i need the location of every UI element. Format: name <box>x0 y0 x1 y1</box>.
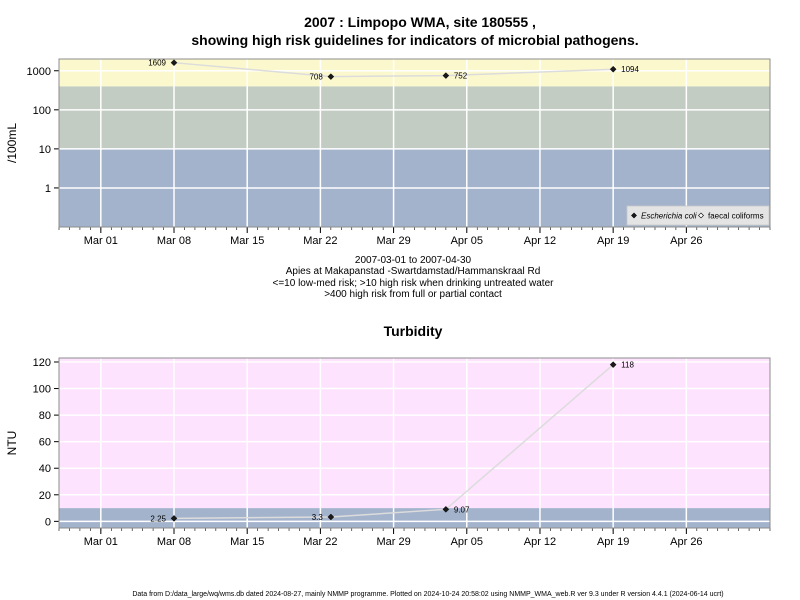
subtitle-line-2: Apies at Makapanstad -Swartdamstad/Hamma… <box>286 266 541 277</box>
y-tick-label: 0 <box>45 516 51 528</box>
x-tick-label: Apr 26 <box>670 536 702 548</box>
risk-band-1 <box>59 86 770 149</box>
data-label: 708 <box>309 73 323 82</box>
x-tick-label: Apr 26 <box>670 235 702 247</box>
risk-band-0 <box>59 508 770 528</box>
x-tick-label: Mar 22 <box>303 536 337 548</box>
plot-frame <box>58 58 771 228</box>
x-tick-label: Apr 05 <box>451 235 483 247</box>
subtitle-line-1: 2007-03-01 to 2007-04-30 <box>355 255 472 266</box>
turbidity-title: Turbidity <box>384 323 443 339</box>
data-point <box>327 73 335 80</box>
data-label: 1094 <box>621 65 639 74</box>
x-tick-label: Mar 01 <box>84 235 118 247</box>
x-tick-label: Apr 19 <box>597 235 629 247</box>
legend-marker <box>698 212 704 219</box>
subtitle-line-4: >400 high risk from full or partial cont… <box>324 289 502 300</box>
x-tick-label: Mar 08 <box>157 235 191 247</box>
x-tick-label: Mar 15 <box>230 235 264 247</box>
legend-label: faecal coliforms <box>708 212 764 221</box>
y-tick-label: 80 <box>39 410 51 422</box>
data-label: 2.25 <box>150 514 166 523</box>
data-label: 3.3 <box>312 513 324 522</box>
x-tick-label: Mar 29 <box>376 235 410 247</box>
data-label: 9.07 <box>454 505 470 514</box>
ecoli-panel: Mar 01 Mar 08 Mar 15 Mar 22 Mar 29 Apr 05 Apr … <box>5 58 771 247</box>
chart-title-line-2: showing high risk guidelines for indicat… <box>191 32 638 48</box>
series-line <box>174 364 614 520</box>
data-label: 1609 <box>148 59 166 68</box>
y-tick-label: 100 <box>33 384 51 396</box>
data-point <box>609 361 617 368</box>
y-tick-label: 60 <box>39 437 51 449</box>
risk-band-1 <box>59 358 770 509</box>
x-tick-label: Mar 22 <box>303 235 337 247</box>
y-axis-label: /100mL <box>5 123 19 163</box>
x-tick-label: Apr 12 <box>524 235 556 247</box>
data-point <box>442 505 450 513</box>
data-point <box>327 513 335 521</box>
legend-box <box>626 205 770 226</box>
chart-title-line-1: 2007 : Limpopo WMA, site 180555 , <box>304 14 536 30</box>
y-tick-label: 40 <box>39 463 51 475</box>
x-tick-label: Mar 29 <box>376 536 410 548</box>
turbidity-panel: Mar 01 Mar 08 Mar 15 Mar 22 Mar 29 Apr 05 Apr … <box>5 357 771 548</box>
footer-note: Data from D:/data_large/wq/wms.db dated … <box>132 591 723 598</box>
data-point <box>442 72 450 79</box>
x-tick-label: Mar 01 <box>84 536 118 548</box>
data-label: 752 <box>454 72 468 81</box>
y-tick-label: 1000 <box>27 66 51 78</box>
y-tick-label: 120 <box>33 357 51 369</box>
y-tick-label: 100 <box>33 105 51 117</box>
y-tick-label: 1 <box>45 183 51 195</box>
x-tick-label: Apr 19 <box>597 536 629 548</box>
y-tick-label: 10 <box>39 144 51 156</box>
data-point <box>170 59 178 67</box>
x-tick-label: Apr 05 <box>451 536 483 548</box>
plot-frame <box>58 357 771 529</box>
data-label: 118 <box>621 361 634 370</box>
data-point <box>170 515 178 522</box>
x-tick-label: Mar 08 <box>157 536 191 548</box>
y-tick-label: 20 <box>39 490 51 502</box>
data-point <box>609 65 617 73</box>
x-tick-label: Apr 12 <box>524 536 556 548</box>
legend-marker <box>631 212 637 219</box>
x-tick-label: Mar 15 <box>230 536 264 548</box>
y-axis-label: NTU <box>5 431 19 456</box>
series-line <box>173 61 614 78</box>
legend-label: Escherichia coli <box>641 212 697 221</box>
subtitle-line-3: <=10 low-med risk; >10 high risk when dr… <box>273 278 555 289</box>
